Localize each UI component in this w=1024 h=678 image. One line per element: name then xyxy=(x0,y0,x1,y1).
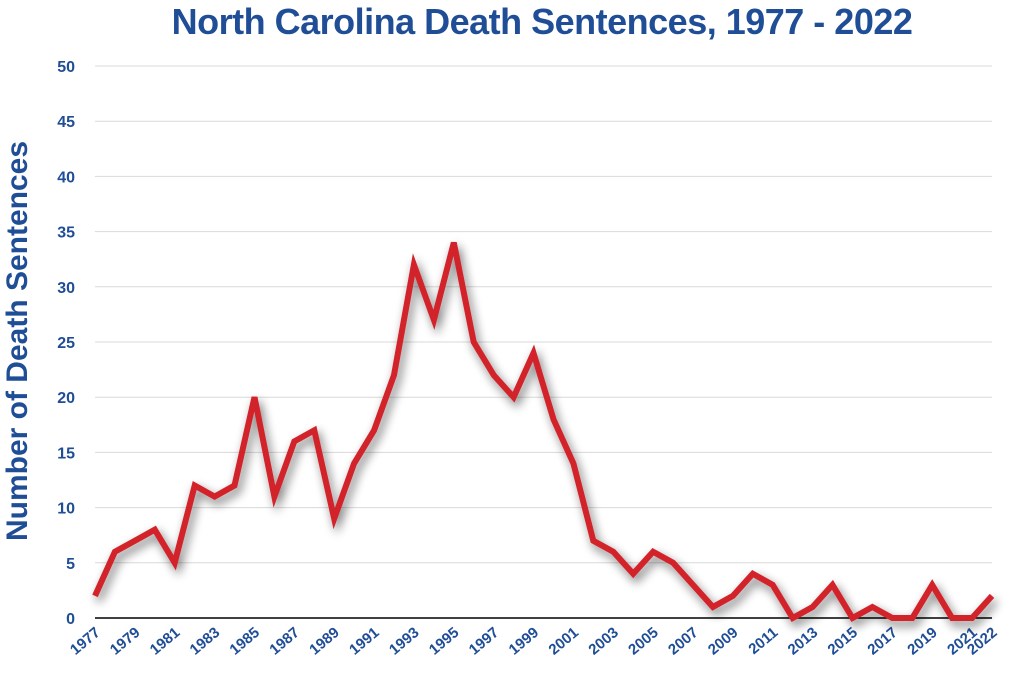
y-axis-ticks: 0 5 10 15 20 25 30 35 40 45 50 xyxy=(57,59,75,628)
data-point xyxy=(471,339,477,345)
data-point xyxy=(750,571,756,577)
data-point xyxy=(152,527,158,533)
x-tick-label: 2019 xyxy=(904,624,940,658)
data-point xyxy=(291,438,297,444)
x-tick-label: 1983 xyxy=(187,624,223,658)
y-tick-label: 40 xyxy=(57,169,75,186)
data-point xyxy=(491,372,497,378)
y-tick-label: 10 xyxy=(57,501,75,518)
data-point xyxy=(570,460,576,466)
data-point xyxy=(989,593,995,599)
data-point xyxy=(132,538,138,544)
chart-title: North Carolina Death Sentences, 1977 - 2… xyxy=(171,1,913,42)
x-tick-label: 2003 xyxy=(585,624,621,658)
data-point xyxy=(391,372,397,378)
y-tick-label: 30 xyxy=(57,280,75,297)
data-point xyxy=(431,317,437,323)
data-point xyxy=(251,394,257,400)
x-tick-label: 2005 xyxy=(625,624,661,658)
x-tick-label: 1989 xyxy=(306,624,342,658)
x-tick-label: 1997 xyxy=(466,624,502,658)
y-axis-title: Number of Death Sentences xyxy=(1,141,34,541)
x-tick-label: 1991 xyxy=(346,624,382,658)
data-point xyxy=(531,350,537,356)
data-point xyxy=(849,615,855,621)
x-tick-label: 1979 xyxy=(107,624,143,658)
x-tick-label: 2013 xyxy=(785,624,821,658)
x-tick-label: 1987 xyxy=(266,624,302,658)
y-tick-label: 15 xyxy=(57,445,75,462)
data-point xyxy=(830,582,836,588)
data-point xyxy=(650,549,656,555)
x-tick-label: 1977 xyxy=(67,624,103,658)
data-point xyxy=(810,604,816,610)
y-tick-label: 35 xyxy=(57,225,75,242)
data-point xyxy=(949,615,955,621)
data-point xyxy=(271,494,277,500)
x-tick-label: 1985 xyxy=(227,624,263,658)
data-point xyxy=(770,582,776,588)
y-tick-label: 25 xyxy=(57,335,75,352)
x-tick-label: 1981 xyxy=(147,624,183,658)
data-point xyxy=(112,549,118,555)
x-tick-label: 2009 xyxy=(705,624,741,658)
x-tick-label: 2007 xyxy=(665,624,701,658)
data-point xyxy=(969,615,975,621)
x-tick-label: 1995 xyxy=(426,624,462,658)
data-point xyxy=(730,593,736,599)
data-point xyxy=(192,483,198,489)
data-point xyxy=(869,604,875,610)
data-point xyxy=(232,483,238,489)
y-tick-label: 5 xyxy=(66,556,75,573)
data-point xyxy=(411,262,417,268)
x-tick-label: 1993 xyxy=(386,624,422,658)
y-tick-label: 50 xyxy=(57,59,75,76)
series-line xyxy=(92,241,995,623)
x-tick-label: 2011 xyxy=(745,624,781,658)
data-point xyxy=(790,615,796,621)
data-point xyxy=(511,394,517,400)
y-tick-label: 0 xyxy=(66,611,75,628)
data-point xyxy=(451,240,457,246)
data-point xyxy=(610,549,616,555)
data-point xyxy=(92,593,98,599)
data-point xyxy=(351,460,357,466)
x-axis-ticks: 1977 1979 1981 1983 1985 1987 1989 1991 1993 1995… xyxy=(67,624,1000,658)
data-point xyxy=(909,615,915,621)
data-point xyxy=(550,416,556,422)
data-point xyxy=(212,494,218,500)
data-point xyxy=(590,538,596,544)
data-point xyxy=(371,427,377,433)
data-point xyxy=(311,427,317,433)
data-point xyxy=(172,560,178,566)
y-tick-label: 45 xyxy=(57,114,75,131)
x-tick-label: 2001 xyxy=(545,624,581,658)
series-layer xyxy=(92,240,995,623)
data-point xyxy=(670,560,676,566)
data-point xyxy=(929,582,935,588)
x-tick-label: 1999 xyxy=(506,624,542,658)
x-tick-label: 2015 xyxy=(825,624,861,658)
x-tick-label: 2017 xyxy=(864,624,900,658)
data-point xyxy=(889,615,895,621)
data-point xyxy=(690,582,696,588)
data-point xyxy=(331,516,337,522)
y-tick-label: 20 xyxy=(57,390,75,407)
data-point xyxy=(710,604,716,610)
data-point xyxy=(630,571,636,577)
